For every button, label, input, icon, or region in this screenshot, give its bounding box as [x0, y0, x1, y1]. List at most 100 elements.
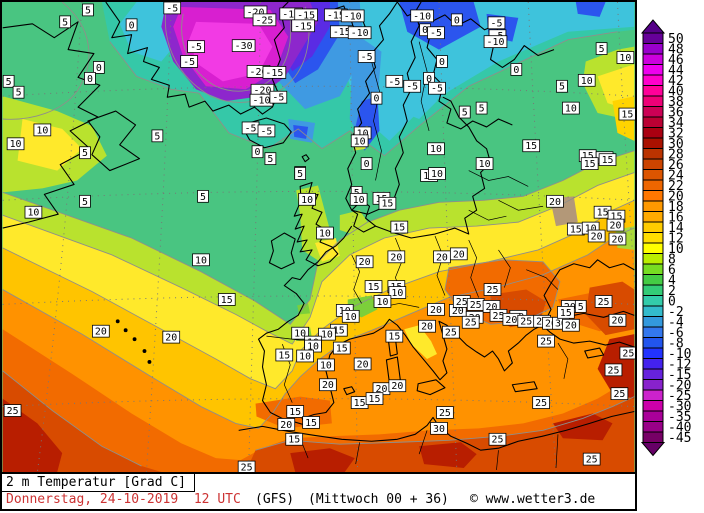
- contour-label-box: [487, 16, 506, 30]
- contour-label: 25: [439, 408, 451, 419]
- contour-label: 0: [454, 15, 460, 26]
- scale-value: 22: [668, 179, 684, 194]
- scale-box: [642, 95, 664, 107]
- scale-box: [642, 284, 664, 296]
- scale-value: -6: [668, 326, 684, 341]
- contour-label: 25: [622, 348, 634, 359]
- contour-label-box: [355, 255, 374, 269]
- scale-arrow-bottom: [640, 442, 666, 457]
- contour-label: 5: [599, 44, 605, 55]
- contour-label: 15: [369, 394, 381, 405]
- contour-label: 10: [581, 76, 593, 87]
- contour-label: 25: [492, 435, 504, 446]
- contour-label-box: [608, 232, 627, 246]
- contour-label-box: [187, 40, 205, 53]
- scale-value: 0: [668, 294, 676, 309]
- scale-value: 10: [668, 242, 684, 257]
- scale-value: -12: [668, 357, 691, 372]
- contour-label: 0: [255, 147, 261, 158]
- scale-box: [642, 253, 664, 265]
- temperature-map: 5 5 0 -5 0 0 5 5 10 10 5 5 5 10 5 -20 -25 -30 -5 -5 -10 -15 -1…: [0, 0, 637, 474]
- contour-label-box: [192, 253, 210, 267]
- scale-box: [642, 200, 664, 212]
- contour-label-box: [390, 220, 409, 234]
- contour-label-box: [594, 295, 613, 308]
- contour-label-box: [298, 192, 316, 206]
- contour-label-box: [373, 295, 392, 308]
- contour-label-box: [449, 247, 468, 261]
- contour-label-box: [264, 152, 277, 166]
- contour-label: 15: [278, 350, 290, 361]
- contour-label-box: [84, 72, 96, 85]
- contour-label-box: [619, 346, 635, 360]
- contour-label: -5: [361, 52, 373, 63]
- contour-label-box: [349, 192, 368, 206]
- contour-label-box: [163, 2, 182, 15]
- contour-label: 20: [453, 249, 465, 260]
- contour-label: 15: [393, 223, 405, 234]
- scale-value: 24: [668, 168, 684, 183]
- contour-label-box: [483, 35, 508, 49]
- contour-label-box: [428, 81, 446, 95]
- contour-label-box: [450, 13, 463, 27]
- scale-box: [642, 410, 664, 422]
- contour-label: 25: [613, 389, 625, 400]
- contour-label: 10: [320, 360, 332, 371]
- scale-value: 14: [668, 221, 684, 236]
- contour-label: 5: [559, 82, 565, 93]
- contour-label: 20: [391, 381, 403, 392]
- contour-label: 10: [354, 136, 366, 147]
- scale-value: -20: [668, 378, 691, 393]
- contour-label-box: [442, 325, 460, 339]
- scale-box: [642, 148, 664, 160]
- contour-label: -15: [297, 10, 315, 21]
- contour-label: -5: [430, 28, 442, 39]
- contour-label-box: [79, 194, 91, 208]
- scale-box: [642, 389, 664, 401]
- contour-label-box: [378, 196, 397, 210]
- scale-value: -8: [668, 336, 684, 351]
- contour-label-box: [556, 79, 568, 93]
- contour-label: 15: [368, 282, 380, 293]
- contour-label: 20: [390, 252, 402, 263]
- contour-label: 15: [570, 225, 582, 236]
- scale-value: 32: [668, 126, 684, 141]
- contour-label: 15: [525, 141, 537, 152]
- scale-value: 8: [668, 252, 676, 267]
- contour-label: -5: [260, 126, 272, 137]
- contour-label: -10: [253, 96, 271, 107]
- contour-label-box: [537, 334, 555, 348]
- contour-label: 0: [426, 74, 432, 85]
- contour-label-box: [217, 293, 236, 306]
- contour-label-box: [92, 324, 110, 338]
- contour-label: 10: [353, 195, 365, 206]
- contour-label: 25: [470, 300, 482, 311]
- contour-label: -15: [333, 27, 351, 38]
- contour-label: 10: [294, 329, 306, 340]
- contour-label: -10: [282, 9, 300, 20]
- scale-box: [642, 305, 664, 317]
- color-scale-svg: 5048464442403836343230282624222018161412…: [640, 19, 691, 457]
- contour-label: 15: [602, 155, 614, 166]
- scale-box: [642, 421, 664, 433]
- contour-label: 25: [598, 297, 610, 308]
- contour-label: 15: [354, 398, 366, 409]
- contour-label-box: [483, 283, 502, 296]
- scale-value: -2: [668, 305, 684, 320]
- contour-label: 30: [433, 424, 445, 435]
- contour-label: -15: [327, 10, 345, 21]
- contour-label-box: [604, 363, 623, 377]
- contour-label: 20: [549, 197, 561, 208]
- scale-box: [642, 43, 664, 55]
- map-svg: 55 0-500551010555105-20-25-30-5-5-10-15-1…: [2, 2, 635, 472]
- scale-value: 50: [668, 32, 684, 47]
- contour-label: 0: [374, 94, 380, 105]
- contour-label-box: [587, 229, 606, 243]
- contour-label-box: [428, 167, 446, 180]
- contour-label-box: [151, 129, 164, 143]
- contour-label: -5: [388, 77, 400, 88]
- contour-label-box: [557, 306, 575, 319]
- contour-label-layer: 55 0-500551010555105-20-25-30-5-5-10-15-1…: [2, 2, 635, 472]
- scale-box: [642, 274, 664, 286]
- contour-label: 10: [619, 53, 631, 64]
